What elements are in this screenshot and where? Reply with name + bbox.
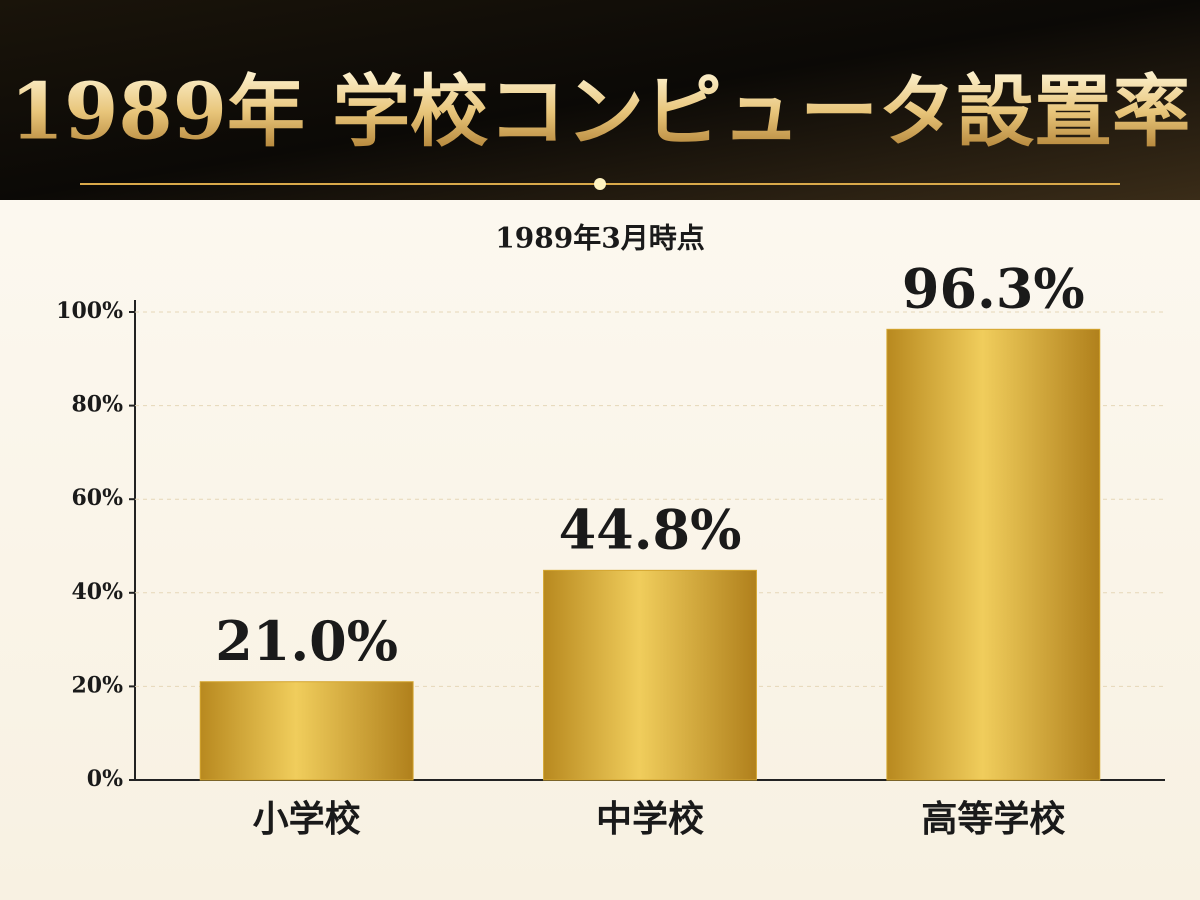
x-tick-label: 中学校 [596,798,704,840]
x-tick-label: 高等学校 [921,798,1065,840]
y-tick-label: 20% [71,672,123,698]
y-tick-label: 60% [71,485,123,511]
bar [543,569,757,781]
chart-title: 1989年 学校コンピュータ設置率 [10,67,1190,158]
value-label: 96.3% [902,256,1085,320]
bar [886,328,1101,781]
bar [199,681,414,781]
chart-subtitle: 1989年3月時点 [495,222,704,255]
header-spark [594,178,606,190]
y-tick-label: 0% [87,766,123,792]
value-label: 44.8% [559,497,742,561]
y-tick-label: 80% [71,392,123,418]
header-band [0,0,1200,200]
y-tick-label: 100% [56,298,123,324]
y-tick-label: 40% [71,579,123,605]
value-label: 21.0% [215,609,398,673]
x-tick-label: 小学校 [253,798,361,840]
